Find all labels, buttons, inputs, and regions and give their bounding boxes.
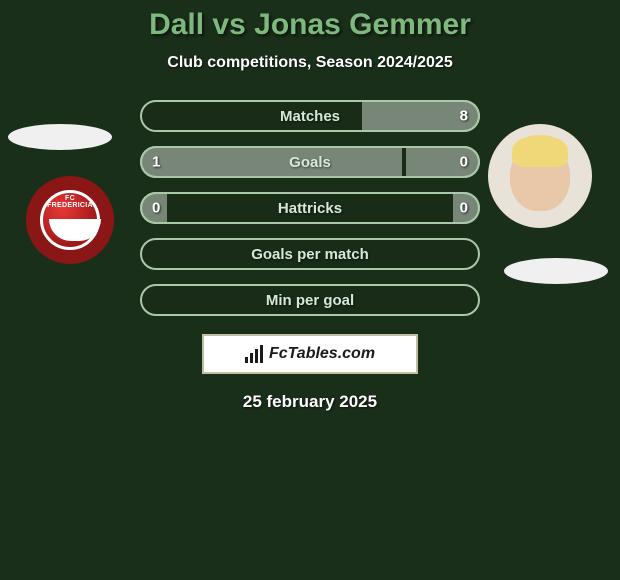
stat-label: Matches bbox=[280, 108, 340, 125]
stat-left-value: 0 bbox=[152, 200, 160, 217]
stat-label: Hattricks bbox=[278, 200, 342, 217]
stat-right-value: 0 bbox=[460, 154, 468, 171]
stat-label: Goals bbox=[289, 154, 331, 171]
bar-chart-icon bbox=[245, 345, 263, 363]
stats-list: Matches 8 1 Goals 0 0 Hattricks 0 Goals … bbox=[0, 100, 620, 316]
stat-fill-left bbox=[140, 146, 402, 178]
stat-row-goals-per-match: Goals per match bbox=[140, 238, 480, 270]
fctables-label: FcTables.com bbox=[269, 345, 375, 363]
stat-right-value: 8 bbox=[460, 108, 468, 125]
subtitle: Club competitions, Season 2024/2025 bbox=[0, 54, 620, 72]
stat-right-value: 0 bbox=[460, 200, 468, 217]
page-title: Dall vs Jonas Gemmer bbox=[0, 8, 620, 42]
stat-row-min-per-goal: Min per goal bbox=[140, 284, 480, 316]
stat-fill-right bbox=[406, 146, 480, 178]
fctables-watermark: FcTables.com bbox=[202, 334, 418, 374]
stat-left-value: 1 bbox=[152, 154, 160, 171]
comparison-infographic: Dall vs Jonas Gemmer Club competitions, … bbox=[0, 0, 620, 580]
stat-row-hattricks: 0 Hattricks 0 bbox=[140, 192, 480, 224]
stat-row-matches: Matches 8 bbox=[140, 100, 480, 132]
stat-label: Min per goal bbox=[266, 292, 354, 309]
date-label: 25 february 2025 bbox=[0, 392, 620, 412]
stat-label: Goals per match bbox=[251, 246, 369, 263]
stat-row-goals: 1 Goals 0 bbox=[140, 146, 480, 178]
